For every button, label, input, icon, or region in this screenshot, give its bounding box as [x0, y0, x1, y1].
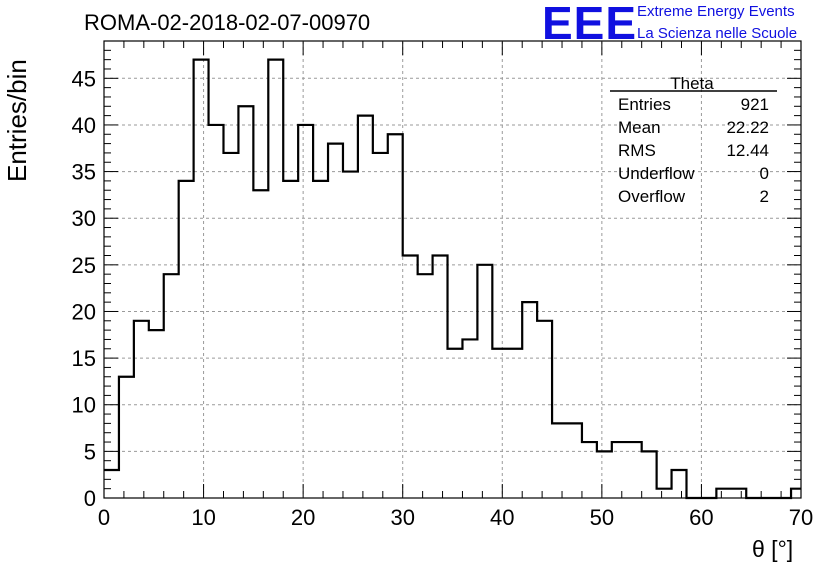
y-tick-label: 45	[72, 66, 96, 91]
grid-lines	[104, 41, 801, 498]
y-tick-label: 35	[72, 160, 96, 185]
y-tick-label: 5	[84, 439, 96, 464]
y-axis-label: Entries/bin	[2, 59, 32, 182]
stats-title: Theta	[670, 74, 714, 93]
stats-value-rms: 12.44	[726, 141, 769, 160]
y-tick-label: 40	[72, 113, 96, 138]
x-tick-label: 20	[291, 505, 315, 530]
y-tick-label: 10	[72, 393, 96, 418]
stats-box: Theta Entries 921 Mean 22.22 RMS 12.44 U…	[610, 74, 777, 206]
histogram-series	[104, 58, 801, 500]
y-tick-labels: 0 5 10 15 20 25 30 35 40 45	[72, 66, 96, 511]
logo-line-1: Extreme Energy Events	[637, 3, 795, 20]
stats-label-rms: RMS	[618, 141, 656, 160]
y-tick-label: 0	[84, 486, 96, 511]
chart-title: ROMA-02-2018-02-07-00970	[84, 10, 371, 35]
stats-label-overflow: Overflow	[618, 187, 686, 206]
axis-ticks	[103, 40, 802, 499]
x-tick-label: 40	[490, 505, 514, 530]
eee-logo-mark: EEE	[542, 0, 638, 49]
stats-label-mean: Mean	[618, 118, 661, 137]
stats-value-mean: 22.22	[726, 118, 769, 137]
x-tick-label: 70	[789, 505, 813, 530]
x-tick-label: 10	[191, 505, 215, 530]
x-tick-label: 60	[689, 505, 713, 530]
x-tick-labels: 0 10 20 30 40 50 60 70	[98, 505, 813, 530]
y-tick-label: 25	[72, 253, 96, 278]
stats-label-underflow: Underflow	[618, 164, 695, 183]
stats-value-entries: 921	[741, 95, 769, 114]
y-tick-label: 30	[72, 206, 96, 231]
x-tick-label: 50	[590, 505, 614, 530]
y-tick-label: 20	[72, 299, 96, 324]
x-tick-label: 30	[390, 505, 414, 530]
stats-value-underflow: 0	[760, 164, 769, 183]
stats-label-entries: Entries	[618, 95, 671, 114]
stats-value-overflow: 2	[760, 187, 769, 206]
plot-frame	[103, 40, 802, 499]
logo-line-2: La Scienza nelle Scuole	[637, 25, 798, 42]
y-tick-label: 15	[72, 346, 96, 371]
x-axis-label: θ [°]	[752, 536, 794, 562]
x-tick-label: 0	[98, 505, 110, 530]
